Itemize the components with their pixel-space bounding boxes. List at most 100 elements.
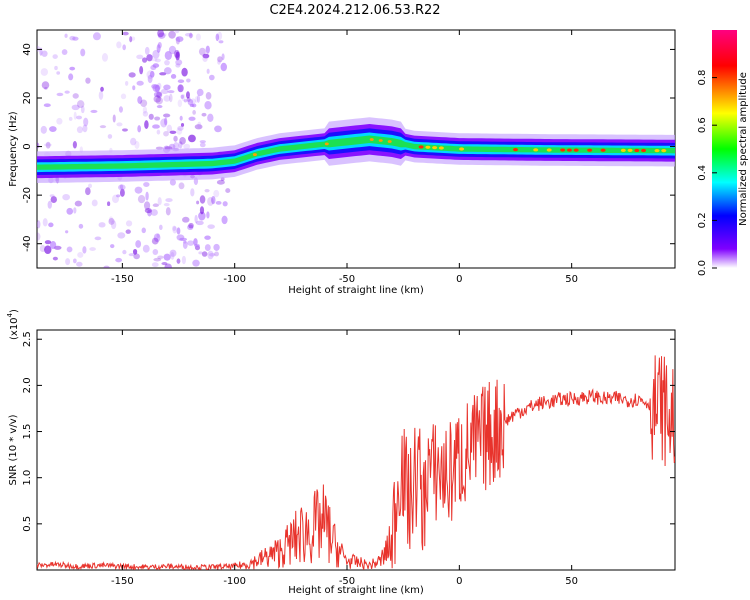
spectrogram-noise-blob bbox=[128, 72, 136, 78]
spectrogram-noise-blob bbox=[163, 84, 171, 90]
spectrogram-noise-blob bbox=[217, 59, 221, 65]
spectrogram-noise-blob bbox=[108, 216, 114, 223]
spectrogram-noise-blob bbox=[167, 90, 175, 94]
spectrogram-hotspot bbox=[252, 153, 257, 156]
spectrogram-noise-blob bbox=[135, 240, 142, 248]
snr-xtick-label: 0 bbox=[456, 576, 462, 587]
spectrogram-noise-blob bbox=[144, 120, 149, 129]
spectrogram-noise-blob bbox=[170, 74, 177, 79]
snr-ylabel: SNR (10 * v/v) bbox=[8, 414, 19, 485]
spectrogram-hotspot bbox=[620, 148, 626, 152]
spectrogram-noise-blob bbox=[199, 140, 206, 144]
spectrogram-noise-blob bbox=[155, 97, 163, 105]
spectrogram-noise-blob bbox=[163, 67, 172, 75]
spectrogram-noise-blob bbox=[178, 141, 183, 149]
spectrogram-noise-blob bbox=[65, 258, 71, 266]
spectrogram-noise-blob bbox=[122, 44, 126, 51]
spectrogram-noise-blob bbox=[52, 54, 58, 60]
spectrogram-noise-blob bbox=[129, 36, 133, 43]
spectrogram-noise-blob bbox=[164, 50, 173, 60]
spectrogram-noise-blob bbox=[56, 71, 61, 75]
spectrogram-noise-blob bbox=[142, 106, 148, 114]
spectrogram-noise-blob bbox=[39, 244, 46, 253]
colorbar-label: Normalized spectral amplitude bbox=[738, 72, 749, 226]
spectrogram-noise-blob bbox=[188, 116, 196, 121]
spectrogram-hotspot bbox=[378, 139, 383, 142]
spectrogram-noise-blob bbox=[41, 81, 50, 90]
spectrogram-noise-blob bbox=[215, 33, 220, 42]
spectrogram-noise-blob bbox=[207, 113, 214, 122]
spectrogram-noise-blob bbox=[130, 137, 137, 146]
spectrogram-noise-blob bbox=[72, 36, 79, 41]
spectrogram-noise-blob bbox=[206, 68, 210, 74]
spectrogram-noise-blob bbox=[146, 54, 153, 62]
spectrogram-noise-blob bbox=[107, 134, 113, 139]
spectrogram-hotspot bbox=[432, 146, 438, 150]
spectrogram-hotspot bbox=[560, 148, 566, 152]
spectrogram-noise-blob bbox=[189, 32, 193, 39]
spectrogram-noise-blob bbox=[37, 45, 41, 52]
spectrogram-noise-blob bbox=[204, 244, 211, 252]
spectrogram-noise-blob bbox=[137, 195, 146, 204]
spectrogram-noise-blob bbox=[120, 93, 127, 100]
snr-xtick-label: 50 bbox=[565, 576, 578, 587]
spectrogram-noise-blob bbox=[163, 130, 169, 137]
spectrogram-noise-blob bbox=[188, 134, 196, 143]
spectrogram-noise-blob bbox=[153, 91, 162, 98]
spectrogram-ytick-label: 20 bbox=[22, 92, 33, 105]
spectrogram-hotspot bbox=[459, 147, 465, 151]
spectrogram-noise-blob bbox=[180, 94, 184, 99]
spectrogram-noise-blob bbox=[189, 33, 194, 38]
spectrogram-noise-blob bbox=[122, 249, 127, 255]
spectrogram-noise-blob bbox=[187, 224, 194, 231]
spectrogram-noise-blob bbox=[201, 251, 208, 257]
spectrogram-noise-blob bbox=[68, 73, 74, 81]
spectrogram-noise-blob bbox=[156, 91, 163, 99]
spectrogram-noise-blob bbox=[76, 115, 82, 120]
spectrogram-noise-blob bbox=[107, 201, 111, 207]
spectrogram-noise-blob bbox=[116, 194, 121, 198]
spectrogram-ytick-label: -20 bbox=[22, 187, 33, 203]
spectrogram-noise-blob bbox=[197, 121, 202, 129]
spectrogram-noise-blob bbox=[198, 47, 206, 56]
spectrogram-noise-blob bbox=[194, 96, 199, 103]
spectrogram-noise-blob bbox=[110, 244, 115, 249]
spectrogram-noise-blob bbox=[157, 41, 162, 49]
spectrogram-noise-blob bbox=[181, 67, 188, 77]
spectrogram-noise-blob bbox=[177, 99, 183, 108]
spectrogram-noise-blob bbox=[82, 246, 87, 254]
spectrogram-noise-blob bbox=[157, 255, 164, 259]
spectrogram-noise-blob bbox=[208, 253, 216, 257]
spectrogram-noise-blob bbox=[213, 243, 220, 251]
spectrogram-noise-blob bbox=[91, 199, 98, 207]
spectrogram-hotspot bbox=[641, 148, 647, 153]
snr-yscale-base: (x10 bbox=[9, 317, 20, 340]
spectrogram-noise-blob bbox=[175, 63, 181, 68]
spectrogram-noise-blob bbox=[220, 62, 228, 72]
spectrogram-ytick-label: -40 bbox=[22, 236, 33, 252]
spectrogram-noise-blob bbox=[140, 99, 148, 107]
spectrogram-ytick-label: 0 bbox=[22, 143, 33, 149]
spectrogram-noise-blob bbox=[168, 143, 176, 150]
spectrogram-noise-blob bbox=[195, 220, 204, 226]
spectrogram-noise-blob bbox=[115, 257, 123, 263]
spectrogram-noise-blob bbox=[175, 51, 180, 61]
spectrogram-hotspot bbox=[634, 148, 640, 153]
spectrogram-noise-blob bbox=[187, 240, 195, 246]
spectrogram-noise-blob bbox=[201, 112, 207, 117]
spectrogram-noise-blob bbox=[49, 194, 55, 198]
spectrogram-noise-blob bbox=[157, 30, 164, 38]
colorbar-tick-label: 0.0 bbox=[697, 260, 708, 276]
spectrogram-noise-blob bbox=[214, 251, 219, 257]
spectrogram-noise-blob bbox=[61, 49, 68, 55]
spectrogram-noise-blob bbox=[207, 250, 214, 260]
spectrogram-noise-blob bbox=[37, 142, 40, 149]
spectrogram-noise-blob bbox=[42, 218, 48, 227]
spectrogram-noise-blob bbox=[166, 124, 173, 133]
spectrogram-noise-blob bbox=[159, 224, 163, 231]
spectrogram-noise-blob bbox=[176, 227, 181, 235]
spectrogram-noise-blob bbox=[100, 86, 104, 92]
spectrogram-noise-blob bbox=[173, 135, 178, 142]
spectrogram-noise-blob bbox=[188, 222, 194, 229]
spectrogram-noise-blob bbox=[98, 90, 104, 100]
